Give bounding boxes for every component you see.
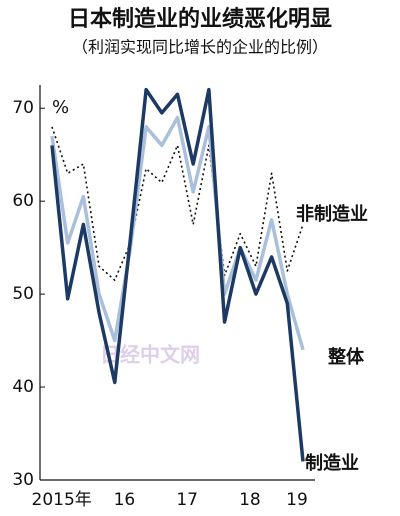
y-tick-label: 30 [12, 470, 34, 490]
y-tick-label: 50 [12, 284, 34, 304]
chart-title: 日本制造业的业绩恶化明显 [68, 6, 332, 32]
watermark: 日经中文网 [100, 343, 200, 367]
series-line [51, 126, 304, 281]
series-label: 整体 [327, 346, 365, 368]
series-label: 制造业 [305, 452, 359, 474]
y-tick-label: 70 [12, 98, 34, 118]
y-tick-label: 60 [12, 191, 34, 211]
series-label: 非制造业 [296, 203, 368, 225]
chart-subtitle: （利润实现同比增长的企业的比例） [72, 38, 328, 57]
series-line [50, 87, 305, 462]
x-tick-label: 18 [239, 490, 261, 510]
y-tick-label: 40 [12, 377, 34, 397]
x-tick-label: 19 [286, 490, 308, 510]
x-tick-label: 2015年 [32, 490, 92, 510]
x-tick-label: 16 [114, 490, 136, 510]
y-axis-label: % [52, 97, 69, 118]
x-tick-label: 17 [176, 490, 198, 510]
series-line [50, 115, 305, 351]
